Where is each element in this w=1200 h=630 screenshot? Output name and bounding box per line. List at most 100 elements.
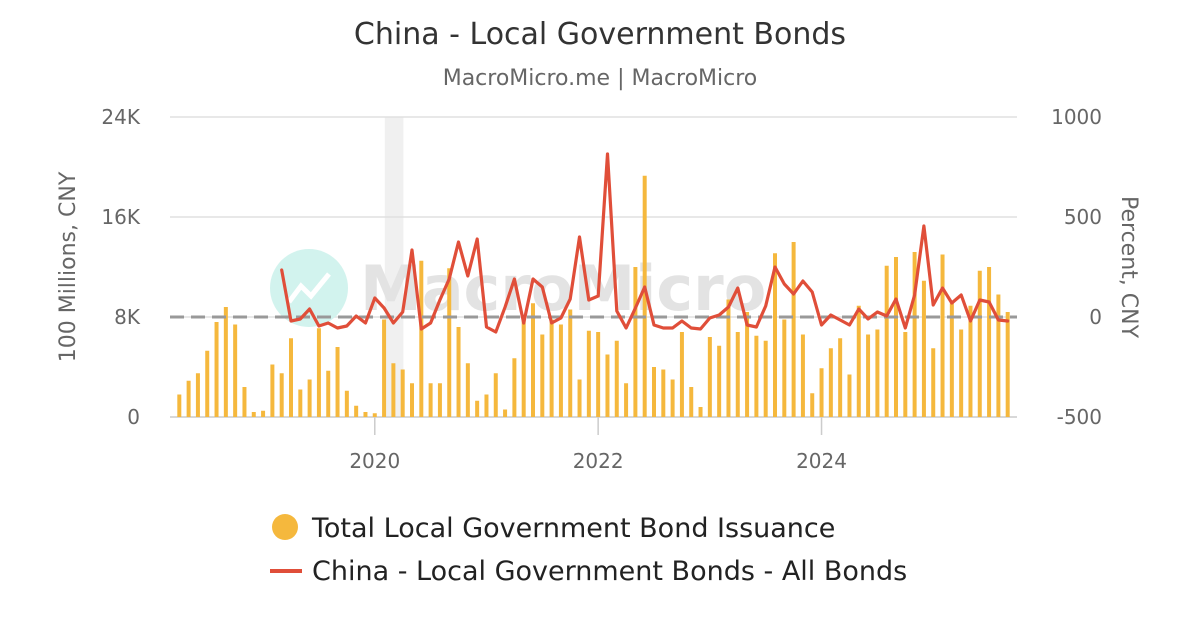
bar: [540, 334, 545, 417]
bar: [503, 409, 508, 417]
bar: [316, 328, 321, 417]
bar: [931, 348, 936, 417]
bar: [689, 387, 694, 417]
bar: [800, 334, 805, 417]
bar: [875, 329, 880, 417]
bar: [270, 364, 275, 417]
bar: [763, 340, 768, 417]
bar: [773, 253, 777, 417]
bar: [912, 252, 917, 417]
x-axis-ticks: 2020 2022 2024: [349, 417, 847, 473]
highlight-band-layer: [384, 117, 404, 417]
bar: [568, 309, 573, 417]
bar: [437, 383, 442, 417]
series-line: [280, 152, 1010, 334]
line-series: [280, 152, 1010, 334]
bar: [614, 340, 619, 417]
left-tick-label: 0: [127, 405, 140, 429]
bar: [754, 335, 759, 417]
bar: [856, 305, 861, 417]
bar-series: [177, 175, 1010, 417]
left-axis-title: 100 Millions, CNY: [56, 171, 81, 362]
bar: [344, 390, 349, 417]
bar: [400, 369, 405, 417]
bar: [921, 280, 926, 417]
legend-item-line[interactable]: China - Local Government Bonds - All Bon…: [270, 556, 907, 587]
bar: [233, 324, 238, 417]
bar: [456, 327, 461, 417]
bar: [307, 379, 312, 417]
bar: [195, 373, 200, 417]
legend-label-line: China - Local Government Bonds - All Bon…: [312, 556, 907, 587]
bar: [959, 329, 964, 417]
bar: [670, 379, 675, 417]
watermark: MacroMicro: [270, 249, 766, 327]
bar: [605, 354, 610, 417]
left-axis-ticks: 0 8K 16K 24K: [101, 105, 140, 429]
right-axis-title: Percent, CNY: [1116, 196, 1141, 339]
legend: Total Local Government Bond Issuance Chi…: [270, 513, 907, 587]
bar: [624, 383, 629, 417]
bar: [363, 412, 368, 417]
x-tick-label: 2022: [573, 449, 624, 473]
bar: [884, 265, 889, 417]
bar: [214, 322, 219, 417]
bar: [549, 319, 554, 417]
bar: [577, 379, 582, 417]
bar: [894, 257, 898, 417]
left-tick-label: 24K: [101, 105, 140, 129]
watermark-logo-chart-icon: [287, 272, 331, 304]
bar: [586, 330, 591, 417]
bar: [410, 383, 414, 417]
bar: [493, 373, 498, 417]
x-tick-label: 2020: [349, 449, 400, 473]
bar: [903, 332, 908, 417]
bar: [735, 332, 740, 417]
bar: [866, 334, 871, 417]
bar: [251, 412, 256, 417]
chart-title: China - Local Government Bonds: [354, 17, 846, 52]
bar: [475, 400, 480, 417]
right-tick-label: 500: [1064, 205, 1102, 229]
bar: [819, 368, 824, 417]
bar: [177, 394, 182, 417]
bar: [828, 348, 833, 417]
bar: [726, 299, 731, 417]
legend-item-bars[interactable]: Total Local Government Bond Issuance: [272, 513, 835, 544]
bar: [596, 332, 601, 417]
left-tick-label: 16K: [101, 205, 140, 229]
bar: [642, 175, 647, 417]
bar: [298, 389, 303, 417]
bar: [372, 413, 377, 417]
bar: [186, 380, 191, 417]
bar: [698, 407, 703, 417]
bar: [782, 319, 787, 417]
bar: [838, 338, 843, 417]
bar: [223, 307, 228, 417]
bar: [717, 345, 722, 417]
bar: [279, 373, 284, 417]
bar: [289, 338, 293, 417]
bar: [661, 369, 666, 417]
watermark-logo-icon: [270, 249, 348, 327]
bar: [428, 383, 433, 417]
bar: [242, 387, 247, 417]
bar: [261, 410, 266, 417]
bar: [465, 363, 470, 417]
bar: [810, 393, 815, 417]
bar: [940, 254, 945, 417]
bar: [391, 363, 396, 417]
bar: [949, 303, 954, 417]
bar: [679, 332, 684, 417]
bar: [205, 350, 210, 417]
x-tick-label: 2024: [796, 449, 847, 473]
left-tick-label: 8K: [114, 305, 141, 329]
bar: [977, 270, 982, 417]
right-axis-ticks: -500 0 500 1000: [1051, 105, 1102, 429]
bar: [996, 294, 1001, 417]
bar: [335, 347, 340, 417]
bar: [419, 260, 424, 417]
bar: [558, 324, 563, 417]
